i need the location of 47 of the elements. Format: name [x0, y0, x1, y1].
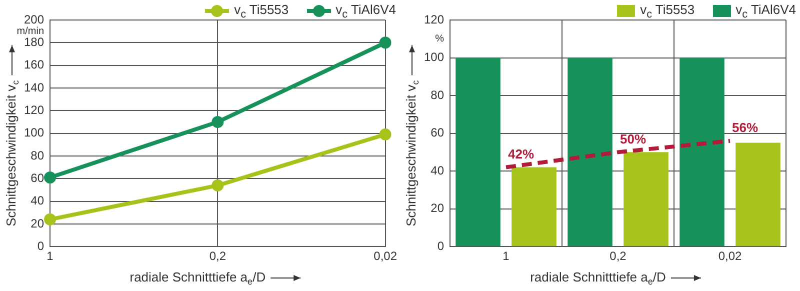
x-tick-label: 0,2 — [209, 249, 226, 264]
y-tick-label: 0 — [37, 238, 44, 253]
data-label: 42% — [508, 146, 534, 162]
x-tick-label: 0,2 — [610, 249, 627, 264]
point — [212, 179, 224, 192]
bar — [624, 152, 668, 246]
y-tick-label: 60 — [30, 170, 44, 185]
point — [212, 116, 224, 128]
text: m/min — [16, 26, 44, 38]
legend-label: v$_{c}$ Ti5553 — [640, 2, 695, 21]
point — [44, 213, 56, 226]
bar — [736, 142, 780, 246]
bar — [456, 58, 500, 246]
y-tick-label: 0 — [437, 238, 444, 253]
y-tick-label: 20 — [30, 216, 44, 230]
y-tick-label: 40 — [30, 194, 44, 208]
point — [379, 36, 392, 49]
point — [44, 171, 56, 184]
legend-label: v$_{c}$ Ti5553 — [234, 2, 289, 21]
point — [379, 128, 392, 140]
data-label: 56% — [732, 120, 758, 135]
bar — [512, 167, 556, 246]
x-tick-label: 1 — [502, 249, 510, 264]
y-tick-label: 20 — [430, 201, 444, 216]
y-tick-label: 180 — [24, 34, 44, 49]
y-tick-label: 60 — [430, 126, 444, 140]
y-tick-label: 100 — [24, 126, 44, 140]
y-tick-label: 160 — [24, 58, 44, 72]
legend-label: v$_{c}$ TiAl6V4 — [336, 2, 396, 21]
bar — [568, 58, 612, 246]
y-tick-label: 40 — [430, 163, 444, 178]
y-tick-label: 120 — [424, 12, 444, 26]
y-axis-title: Schnittgeschwindigkeit vc — [404, 80, 420, 226]
y-tick-label: 100 — [424, 50, 444, 64]
y-tick-label: 80 — [430, 88, 444, 102]
x-tick-label: 1 — [46, 249, 54, 264]
data-label: 50% — [620, 131, 646, 146]
text: % — [435, 34, 444, 45]
y-tick-label: 200 — [24, 12, 44, 26]
legend-label: v$_{c}$ TiAl6V4 — [736, 2, 796, 21]
y-tick-label: 140 — [24, 80, 44, 94]
x-tick-label: 0,02 — [718, 249, 742, 264]
x-tick-label: 0,02 — [374, 249, 398, 264]
y-axis-title: Schnittgeschwindigkeit vc — [4, 80, 20, 226]
y-tick-label: 80 — [30, 148, 44, 162]
bar — [680, 58, 724, 246]
y-tick-label: 120 — [24, 102, 44, 117]
